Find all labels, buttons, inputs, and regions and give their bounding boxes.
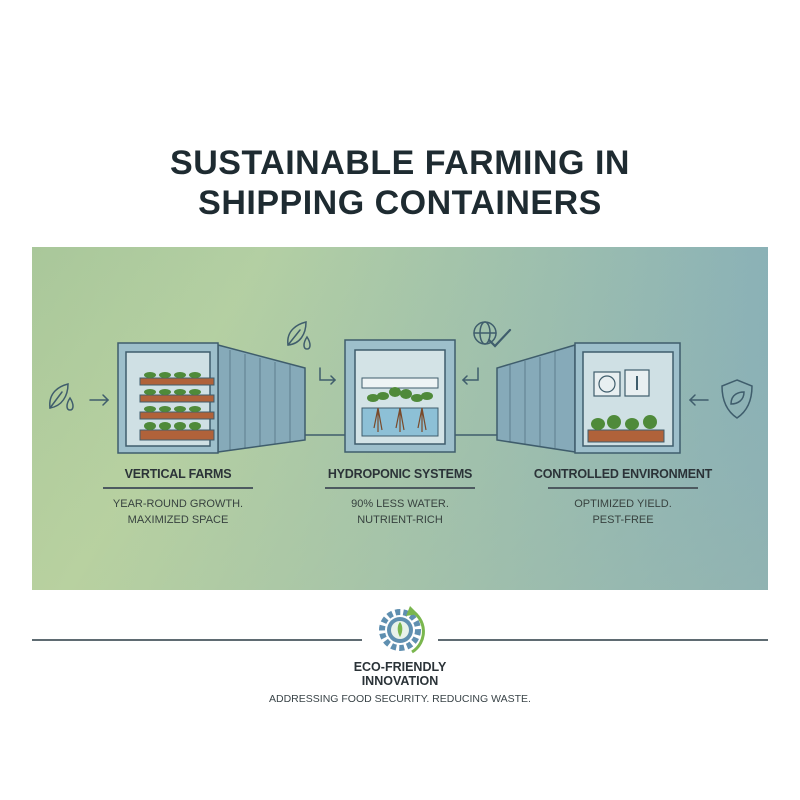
- divider: [103, 487, 253, 489]
- arrow-down-right-icon: [319, 367, 337, 385]
- leaf-water-drop-icon: [287, 321, 311, 350]
- page-title: SUSTAINABLE FARMING IN SHIPPING CONTAINE…: [170, 144, 630, 222]
- footer-text: ECO-FRIENDLY INNOVATION ADDRESSING FOOD …: [269, 660, 531, 705]
- leaf-water-drop-icon: [49, 383, 74, 411]
- arrow-down-left-icon: [461, 367, 479, 385]
- vertical-farm-container: [117, 342, 306, 454]
- hydroponic-container: [344, 339, 456, 453]
- footer-divider-right: [438, 639, 768, 641]
- feature-hydroponic-systems: HYDROPONIC SYSTEMS 90% LESS WATER. NUTRI…: [305, 467, 495, 528]
- arrow-left-icon: [688, 394, 709, 406]
- divider: [548, 487, 698, 489]
- arrow-right-icon: [89, 394, 110, 406]
- controlled-environment-container: [496, 342, 681, 454]
- shield-leaf-icon: [721, 379, 753, 419]
- gear-leaf-recycle-icon: [379, 606, 425, 654]
- globe-check-icon: [473, 321, 512, 348]
- feature-vertical-farms: VERTICAL FARMS YEAR-ROUND GROWTH. MAXIMI…: [83, 467, 273, 528]
- feature-controlled-environment: CONTROLLED ENVIRONMENT OPTIMIZED YIELD. …: [533, 467, 713, 526]
- divider: [325, 487, 475, 489]
- footer-divider-left: [32, 639, 362, 641]
